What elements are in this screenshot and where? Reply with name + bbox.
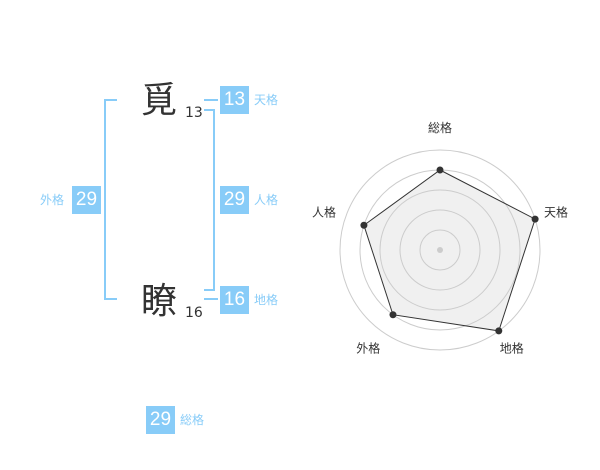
stroke-count-1: 13 xyxy=(185,105,203,121)
radar-ring xyxy=(399,209,481,291)
radar-axis-label: 人格 xyxy=(312,204,336,219)
radar-point xyxy=(389,311,397,319)
radar-ring xyxy=(379,189,501,311)
radar-point xyxy=(360,221,368,229)
chikaku-value: 16 xyxy=(220,286,249,314)
bracket-tick xyxy=(204,289,215,291)
chikaku-label: 地格 xyxy=(254,293,279,307)
gaikaku-bracket xyxy=(104,99,106,300)
radar-axis-label: 外格 xyxy=(356,341,380,356)
tenkaku-connector xyxy=(204,99,218,101)
bracket-tick xyxy=(104,298,117,300)
jinkaku-value: 29 xyxy=(220,186,249,214)
tenkaku-value: 13 xyxy=(220,86,249,114)
jinkaku-label: 人格 xyxy=(254,193,279,207)
soukaku-value: 29 xyxy=(146,406,175,434)
soukaku-label: 総格 xyxy=(180,413,205,427)
jinkaku-bracket xyxy=(213,109,215,291)
radar-axis-label: 総格 xyxy=(428,120,452,135)
radar-axis-label: 天格 xyxy=(544,204,568,219)
radar-area xyxy=(363,170,536,331)
radar-point xyxy=(495,327,503,335)
name-char-1: 覓 xyxy=(141,80,178,121)
radar-outline xyxy=(363,169,536,332)
radar-center xyxy=(437,247,443,253)
radar-axis-label: 地格 xyxy=(500,341,524,356)
bracket-tick xyxy=(204,109,215,111)
radar-point xyxy=(436,166,444,174)
stroke-count-2: 16 xyxy=(185,305,203,321)
tenkaku-label: 天格 xyxy=(254,93,279,107)
radar-ring xyxy=(419,229,461,271)
name-char-2: 瞭 xyxy=(141,281,178,322)
gaikaku-label: 外格 xyxy=(40,193,65,207)
gaikaku-value: 29 xyxy=(72,186,101,214)
chikaku-connector xyxy=(204,298,218,300)
bracket-tick xyxy=(104,99,117,101)
radar-ring xyxy=(339,149,541,351)
radar-point xyxy=(531,215,539,223)
